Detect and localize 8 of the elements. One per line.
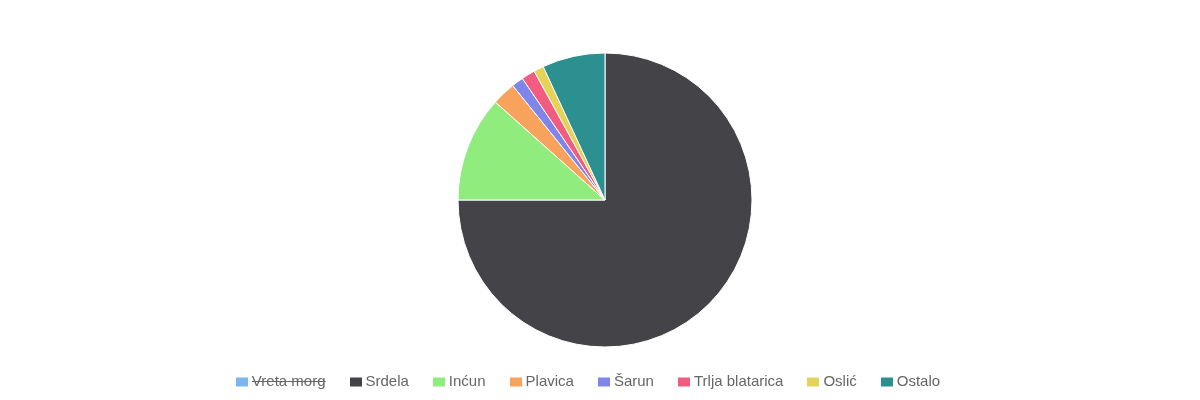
legend-label: Srdela xyxy=(365,372,409,389)
legend-label: Trlja blatarica xyxy=(693,372,784,389)
legend-label: Vreta morg xyxy=(251,372,326,389)
legend-label: Plavica xyxy=(525,372,574,389)
legend-label: Šarun xyxy=(613,372,654,389)
legend-label: Inćun xyxy=(448,372,486,389)
legend-label: Oslić xyxy=(823,372,857,389)
legend-label: Ostalo xyxy=(896,372,941,389)
